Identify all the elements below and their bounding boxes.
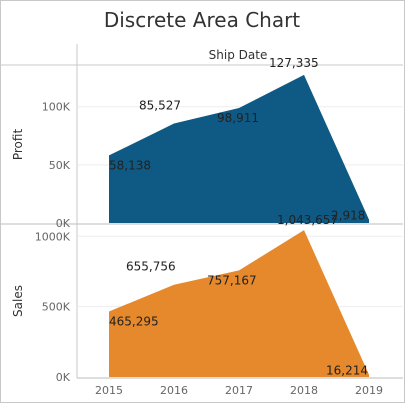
x-tick-label: 2016 — [160, 384, 188, 397]
sales-area — [109, 230, 369, 377]
profit-axis-title: Profit — [11, 129, 25, 161]
sales-data-label: 1,043,657 — [277, 213, 338, 227]
profit-area — [109, 74, 369, 223]
x-tick-label: 2018 — [290, 384, 318, 397]
sales-data-label: 16,214 — [326, 364, 368, 378]
sales-data-label: 465,295 — [109, 315, 159, 329]
sales-data-label: 757,167 — [207, 273, 257, 287]
profit-y-tick-label: 100K — [42, 101, 71, 114]
profit-data-label: 85,527 — [139, 99, 181, 113]
sales-y-tick-label: 1000K — [35, 230, 71, 243]
profit-y-tick-label: 50K — [49, 159, 71, 172]
profit-data-label: 58,138 — [109, 158, 151, 172]
sales-data-label: 655,756 — [126, 260, 176, 274]
sales-axis-title: Sales — [11, 285, 25, 317]
sales-y-tick-label: 0K — [56, 371, 71, 384]
x-tick-label: 2017 — [225, 384, 253, 397]
profit-y-tick-label: 0K — [56, 217, 71, 230]
profit-data-label: 98,911 — [217, 111, 259, 125]
sales-y-tick-label: 500K — [42, 301, 71, 314]
chart-title: Discrete Area Chart — [104, 8, 300, 32]
column-header: Ship Date — [209, 48, 268, 62]
x-tick-label: 2019 — [355, 384, 383, 397]
panels: 0K 50K 100K Profit 58,138 85,527 98,911 127,335… — [11, 56, 403, 384]
x-tick-label: 2015 — [95, 384, 123, 397]
profit-data-label: 2,918 — [331, 209, 365, 223]
x-axis: 2015 2016 2017 2018 2019 — [95, 384, 383, 397]
profit-data-label: 127,335 — [269, 56, 319, 70]
